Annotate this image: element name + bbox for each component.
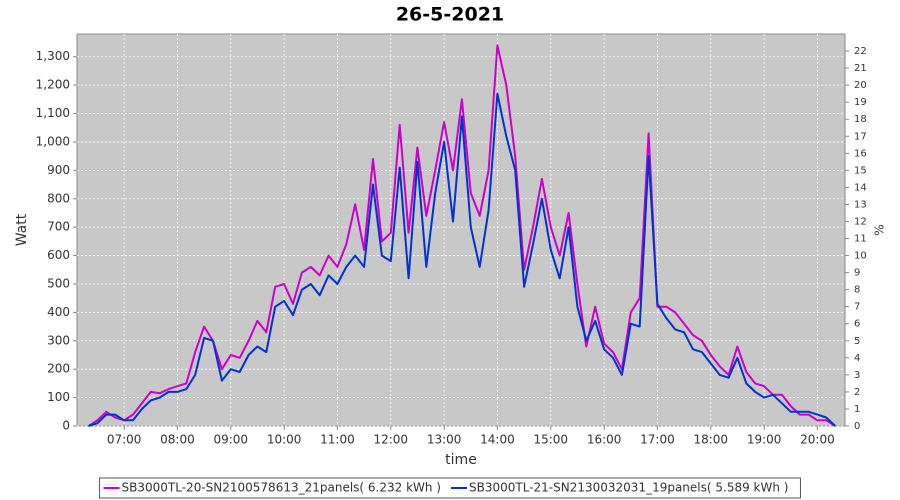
chart-title: 26-5-2021 [396, 4, 504, 26]
y-tick-label: 1,100 [36, 106, 70, 120]
y-tick-label: 700 [47, 220, 70, 234]
y-tick-label: 0 [62, 419, 70, 433]
x-tick-label: 08:00 [160, 433, 195, 447]
y2-tick-label: 8 [854, 285, 860, 296]
x-tick-label: 07:00 [107, 433, 142, 447]
x-tick-label: 13:00 [427, 433, 462, 447]
y2-tick-label: 7 [854, 302, 860, 313]
y-tick-label: 300 [47, 333, 70, 347]
legend-box [99, 477, 801, 499]
y-tick-label: 800 [47, 191, 70, 205]
x-axis-label: time [445, 452, 477, 468]
y2-tick-label: 9 [854, 268, 860, 279]
y2-tick-label: 10 [854, 251, 867, 262]
x-tick-label: 19:00 [747, 433, 782, 447]
y-axis-label: Watt [14, 213, 30, 246]
y2-tick-label: 6 [854, 319, 860, 330]
y2-tick-label: 15 [854, 165, 867, 176]
x-tick-label: 16:00 [587, 433, 622, 447]
y2-tick-label: 11 [854, 234, 867, 245]
y2-tick-label: 4 [854, 353, 860, 364]
y2-tick-label: 18 [854, 114, 867, 125]
y2-tick-label: 5 [854, 336, 860, 347]
y2-tick-label: 21 [854, 63, 867, 74]
x-tick-label: 20:00 [800, 433, 835, 447]
x-tick-label: 15:00 [533, 433, 568, 447]
x-tick-label: 12:00 [373, 433, 408, 447]
x-tick-label: 17:00 [640, 433, 675, 447]
x-tick-label: 10:00 [267, 433, 302, 447]
y2-tick-label: 16 [854, 148, 867, 159]
y2-tick-label: 0 [854, 421, 860, 432]
y-tick-label: 100 [47, 390, 70, 404]
y-tick-label: 500 [47, 276, 70, 290]
y2-tick-label: 3 [854, 370, 860, 381]
y-tick-label: 200 [47, 362, 70, 376]
x-tick-label: 11:00 [320, 433, 355, 447]
y2-tick-label: 2 [854, 387, 860, 398]
legend-item: SB3000TL-20-SN2100578613_21panels( 6.232… [103, 481, 441, 495]
y2-tick-label: 14 [854, 182, 867, 193]
y2-axis-label: % [873, 224, 887, 235]
legend: SB3000TL-20-SN2100578613_21panels( 6.232… [99, 477, 801, 499]
y-tick-label: 900 [47, 163, 70, 177]
y2-tick-label: 13 [854, 199, 867, 210]
y-tick-label: 1,200 [36, 78, 70, 92]
series-line [88, 92, 836, 427]
y-tick-label: 400 [47, 305, 70, 319]
legend-label: SB3000TL-20-SN2100578613_21panels( 6.232… [122, 481, 441, 495]
y2-tick-label: 1 [854, 404, 860, 415]
x-tick-label: 14:00 [480, 433, 515, 447]
legend-item: SB3000TL-21-SN2130032031_19panels( 5.589… [451, 481, 788, 495]
plot-area [76, 33, 846, 427]
y2-tick-label: 19 [854, 97, 867, 108]
x-tick-label: 09:00 [213, 433, 248, 447]
y-tick-label: 1,300 [36, 49, 70, 63]
y2-tick-label: 22 [854, 46, 867, 57]
legend-label: SB3000TL-21-SN2130032031_19panels( 5.589… [469, 481, 788, 495]
y-tick-label: 600 [47, 248, 70, 262]
y-tick-label: 1,000 [36, 134, 70, 148]
y2-tick-label: 12 [854, 216, 867, 227]
y2-tick-label: 20 [854, 80, 867, 91]
y2-tick-label: 17 [854, 131, 867, 142]
x-tick-label: 18:00 [693, 433, 728, 447]
